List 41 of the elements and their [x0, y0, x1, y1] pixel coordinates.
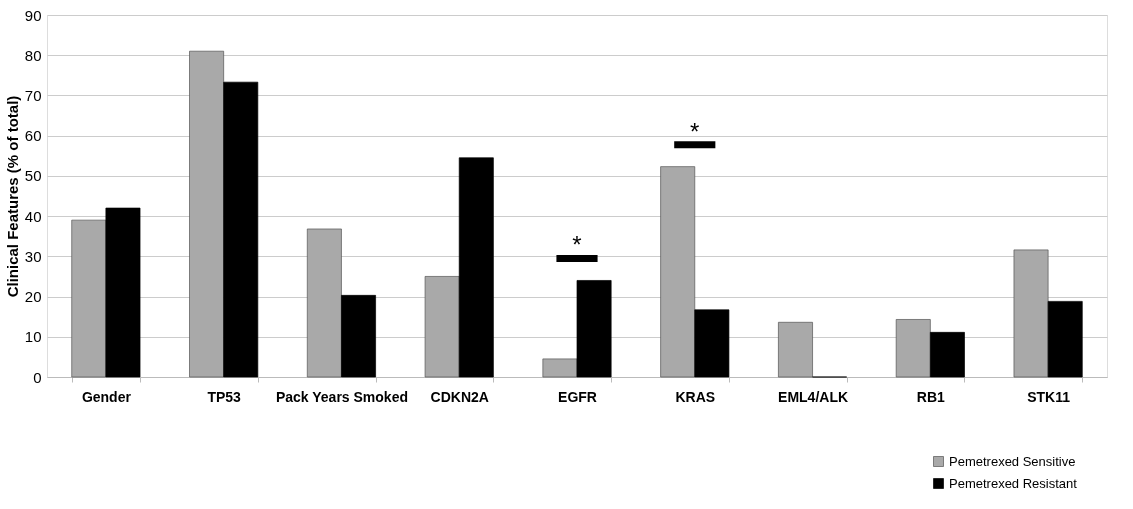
x-tick-label: STK11 [1027, 388, 1071, 405]
y-tick-label: 10 [24, 328, 42, 346]
legend-label: Pemetrexed Sensitive [949, 453, 1076, 469]
y-tick-label: 20 [24, 288, 42, 306]
bar [1013, 249, 1049, 378]
bar [929, 332, 965, 378]
bar [105, 207, 141, 378]
bar [189, 50, 225, 378]
bar [71, 219, 107, 378]
bar [778, 321, 813, 378]
y-tick-label: 90 [24, 6, 42, 24]
y-tick-label: 40 [24, 207, 42, 225]
y-tick-label: 0 [33, 368, 42, 386]
bar [223, 81, 259, 378]
annotation: * [572, 231, 582, 259]
x-tick-label: EGFR [558, 388, 597, 405]
x-tick-label: RB1 [916, 388, 946, 405]
bar [694, 309, 730, 378]
bar [458, 157, 494, 378]
bar [341, 295, 376, 378]
annotation: * [690, 117, 700, 145]
y-tick-label: 50 [24, 167, 42, 185]
x-tick-label: Gender [81, 388, 132, 405]
bar [660, 166, 696, 378]
y-tick-label: 70 [24, 86, 42, 104]
legend-label: Pemetrexed Resistant [949, 475, 1078, 491]
bar [542, 358, 578, 378]
x-tick-label: TP53 [207, 388, 242, 405]
bar [895, 319, 931, 378]
y-tick-label: 30 [24, 247, 42, 265]
x-tick-label: Pack Years Smoked [275, 388, 408, 405]
y-axis-title: Clinical Features (% of total) [3, 95, 21, 298]
x-tick-label: KRAS [675, 388, 716, 405]
x-tick-label: CDKN2A [430, 388, 489, 405]
y-tick-label: 60 [24, 127, 42, 145]
x-tick-label: EML4/ALK [778, 388, 849, 405]
bar [424, 276, 460, 378]
bar [1047, 301, 1083, 378]
y-tick-label: 80 [24, 46, 42, 64]
bar [306, 228, 342, 378]
bar [576, 280, 612, 378]
